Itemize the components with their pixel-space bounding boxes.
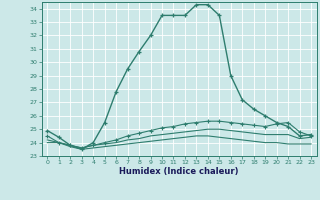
X-axis label: Humidex (Indice chaleur): Humidex (Indice chaleur) — [119, 167, 239, 176]
